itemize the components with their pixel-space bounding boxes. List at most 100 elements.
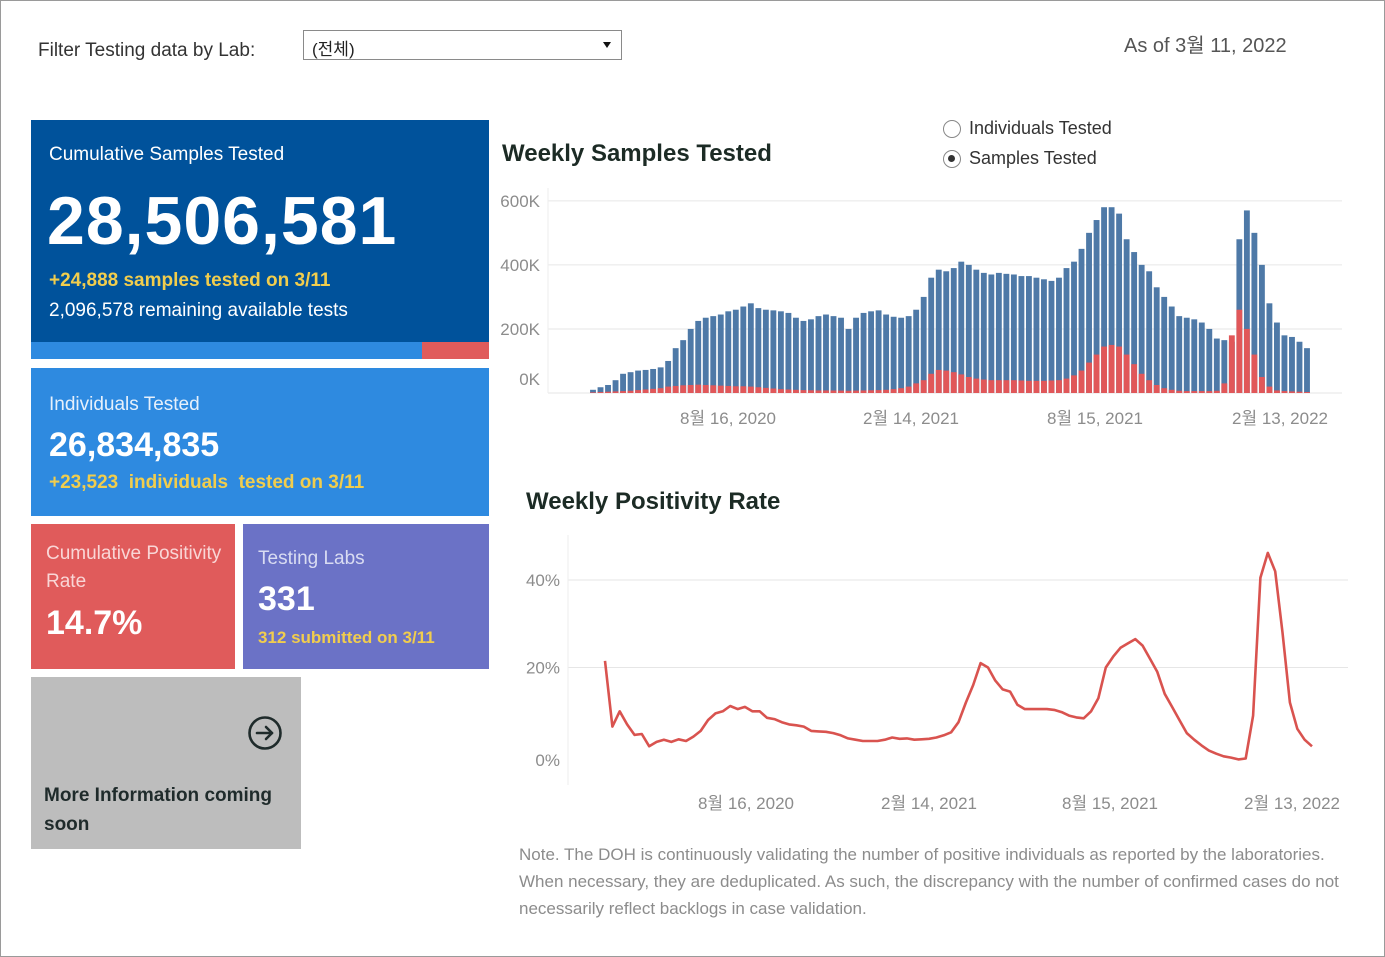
y-tick-label: 200K — [500, 320, 540, 339]
validation-note: Note. The DOH is continuously validating… — [519, 845, 1339, 918]
x-tick-label: 8월 16, 2020 — [698, 794, 794, 813]
positive-bar — [1018, 380, 1025, 393]
samples-bar — [695, 320, 702, 393]
samples-bar — [1033, 277, 1040, 393]
positive-bar — [1274, 390, 1280, 393]
samples-bar — [875, 310, 882, 393]
positive-bar — [890, 389, 897, 393]
testing-labs-value: 331 — [258, 580, 315, 618]
positive-bar — [845, 390, 852, 393]
positive-bar — [913, 383, 920, 393]
samples-bar — [1138, 264, 1145, 393]
positive-bar — [1266, 386, 1273, 393]
samples-bar — [808, 319, 814, 393]
x-tick-label: 2월 13, 2022 — [1232, 409, 1328, 428]
samples-bar — [943, 271, 950, 393]
positive-bar — [1198, 391, 1205, 393]
more-information-card[interactable]: More Information coming soon — [31, 677, 301, 849]
positive-bar — [732, 386, 739, 393]
positive-bar — [1123, 354, 1130, 393]
individuals-tested-card: Individuals Tested 26,834,835 +23,523 in… — [31, 368, 489, 516]
samples-bar — [1251, 232, 1258, 393]
samples-bar — [605, 384, 611, 393]
samples-bar — [905, 316, 912, 393]
samples-bar — [883, 314, 890, 393]
positive-bar — [657, 388, 664, 393]
samples-bar — [1123, 239, 1130, 393]
dropdown-caret-icon — [603, 42, 611, 48]
positive-bar — [988, 380, 995, 393]
positive-bar — [1025, 380, 1032, 393]
samples-bar — [762, 309, 769, 393]
samples-bar — [732, 309, 739, 393]
samples-bar — [1101, 207, 1108, 393]
samples-bar — [1041, 279, 1047, 393]
samples-bar — [1176, 316, 1183, 393]
positive-bar — [875, 390, 882, 393]
samples-bar — [1258, 264, 1265, 393]
samples-bar — [838, 317, 844, 393]
samples-bar — [1108, 207, 1115, 393]
samples-bar — [747, 303, 754, 393]
positive-bar — [1101, 346, 1108, 393]
tests-progress-fill — [31, 342, 422, 359]
radio-individuals-icon[interactable] — [943, 119, 961, 138]
samples-bar — [845, 328, 852, 393]
cumulative-samples-title: Cumulative Samples Tested — [49, 144, 285, 165]
positive-bar — [747, 386, 754, 393]
arrow-circle-right-icon[interactable] — [247, 715, 283, 751]
positive-bar — [868, 390, 875, 393]
samples-bar — [800, 320, 807, 393]
samples-bar — [815, 316, 822, 393]
lab-filter-dropdown[interactable]: (전체) — [303, 30, 622, 60]
positive-bar — [1003, 380, 1010, 393]
positive-bar — [1183, 391, 1190, 393]
positive-bar — [755, 387, 762, 393]
positive-bar — [898, 388, 905, 393]
samples-bar — [770, 310, 777, 393]
samples-bar — [860, 312, 867, 393]
toggle-samples-tested[interactable]: Samples Tested — [943, 148, 1097, 169]
positive-bar — [950, 372, 957, 393]
positive-bar — [785, 389, 792, 393]
positive-bar — [995, 380, 1002, 393]
testing-labs-title: Testing Labs — [258, 548, 365, 569]
positive-bar — [973, 378, 980, 393]
toggle-individuals-tested[interactable]: Individuals Tested — [943, 118, 1112, 139]
positive-bar — [1251, 354, 1258, 393]
positive-bar — [1258, 376, 1265, 393]
positive-bar — [1086, 362, 1092, 393]
positive-bar — [920, 380, 927, 393]
as-of-date: As of 3월 11, 2022 — [1124, 35, 1287, 57]
positive-bar — [800, 390, 807, 393]
radio-samples-icon[interactable] — [943, 149, 961, 168]
samples-bar — [950, 268, 957, 393]
positive-bar — [1228, 335, 1235, 393]
positive-bar — [710, 385, 717, 393]
samples-bar — [590, 389, 596, 393]
y-tick-label: 20% — [526, 659, 560, 678]
positive-bar — [725, 385, 732, 393]
positive-bar — [815, 390, 822, 393]
positive-bar — [1146, 380, 1153, 393]
positive-bar — [695, 384, 702, 393]
samples-bar — [687, 328, 694, 393]
samples-bar — [1221, 340, 1228, 393]
samples-bar — [1146, 271, 1153, 393]
samples-bar — [1093, 220, 1100, 393]
positive-bar — [1296, 391, 1303, 393]
weekly-positivity-chart: 40% 20% 0% 8월 16, 2020 2월 14, 2021 8월 15, 202… — [526, 535, 1348, 813]
samples-bar — [853, 317, 859, 393]
positive-bar — [1168, 389, 1175, 393]
positive-bar — [1176, 390, 1183, 393]
positivity-rate-title: Cumulative Positivity Rate — [46, 543, 222, 592]
positive-bar — [717, 385, 724, 393]
positive-bar — [1281, 391, 1288, 393]
y-tick-label: 0% — [535, 751, 560, 770]
toggle-samples-label: Samples Tested — [969, 148, 1097, 168]
samples-bar — [1304, 348, 1310, 393]
samples-bar — [830, 316, 837, 393]
samples-bar — [928, 277, 935, 393]
samples-bar — [740, 306, 747, 393]
samples-bar — [958, 261, 965, 393]
